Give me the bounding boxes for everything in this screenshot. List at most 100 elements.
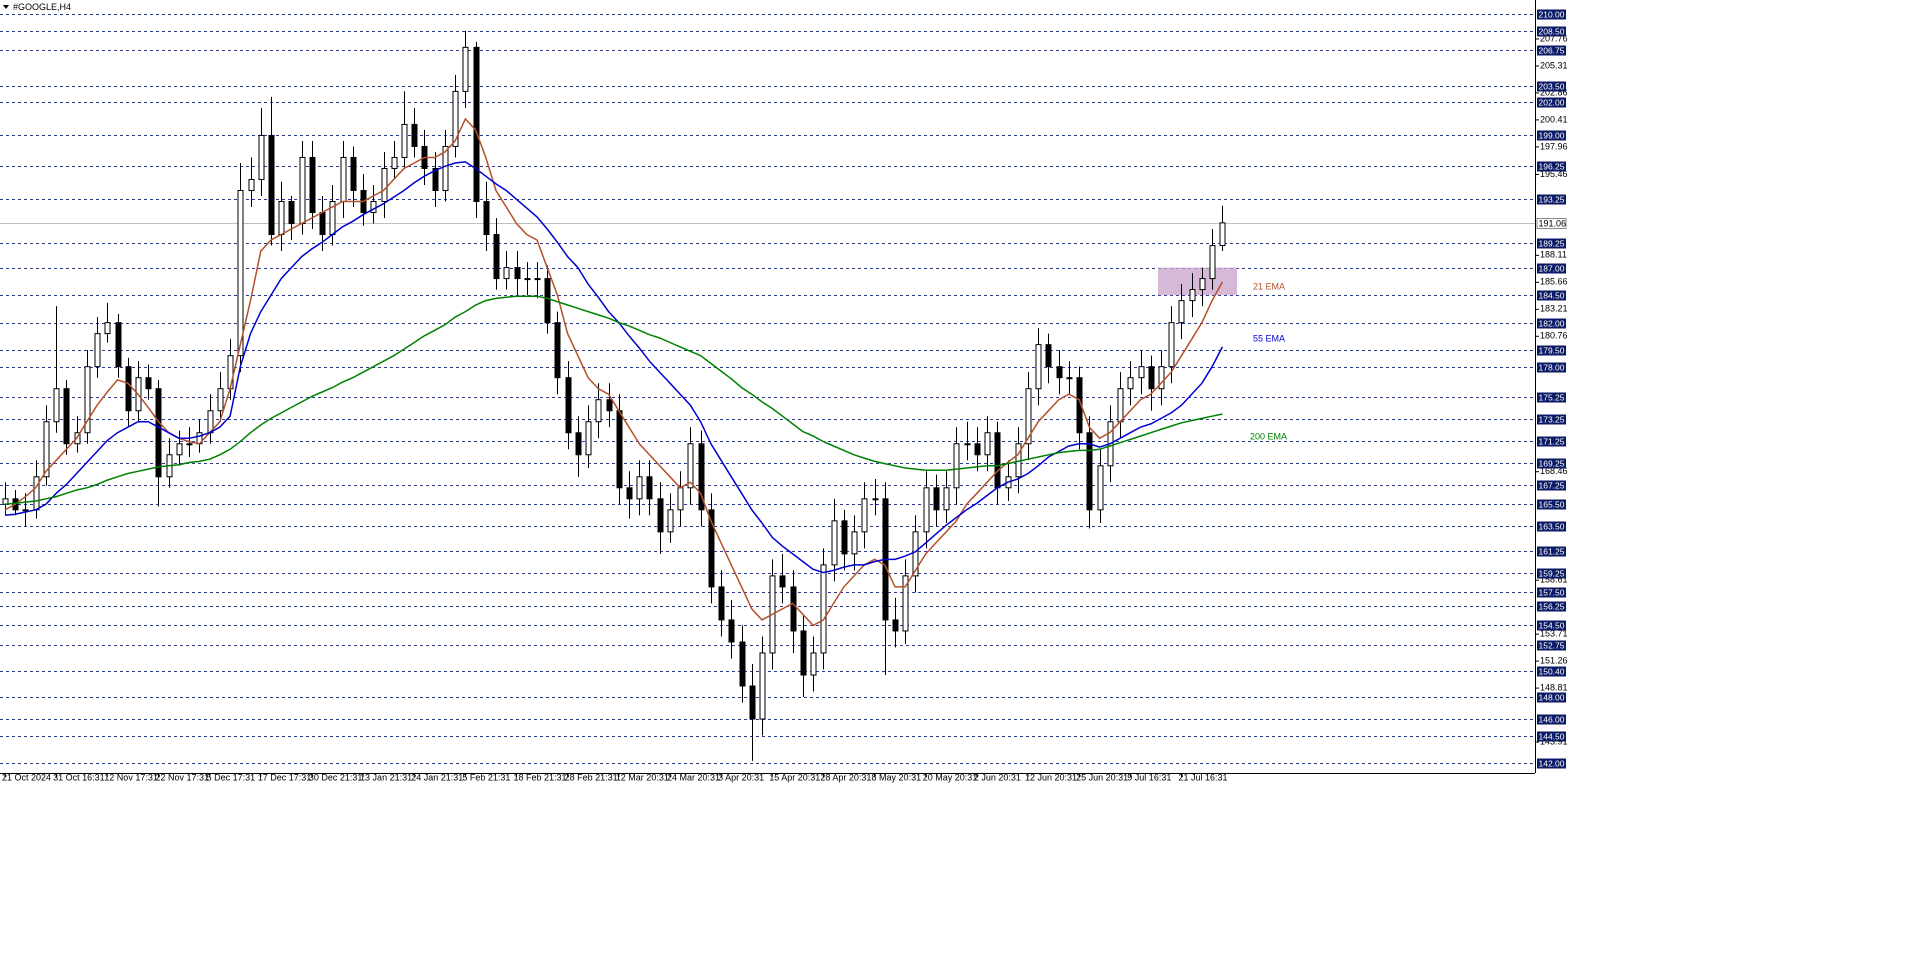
candle-body: [43, 421, 50, 478]
candle-body: [943, 487, 950, 511]
candle-body: [53, 388, 60, 423]
candle-body: [1209, 245, 1216, 280]
level-label-box: [1537, 26, 1566, 37]
candle-body: [319, 212, 326, 236]
level-label: 193.25: [1539, 194, 1565, 204]
level-label: 189.25: [1539, 238, 1565, 248]
candle-body: [84, 366, 91, 434]
candle-body: [698, 443, 705, 511]
candle-body: [953, 443, 960, 489]
level-label-box: [1537, 568, 1566, 579]
candle-body: [759, 652, 766, 720]
x-tick-label: 31 Oct 16:31: [53, 772, 105, 782]
candle-body: [125, 366, 132, 412]
plot-area: [2, 30, 1237, 761]
candle-body: [483, 201, 490, 236]
candle-body: [176, 443, 183, 456]
level-label: 196.25: [1539, 161, 1565, 171]
level-label: 202.00: [1539, 97, 1565, 107]
candle-body: [892, 619, 899, 632]
level-label-box: [1537, 480, 1566, 491]
candle-body: [1035, 344, 1042, 390]
candle-body: [115, 322, 122, 368]
candle-body: [514, 267, 521, 280]
level-label: 210.00: [1539, 9, 1565, 19]
ema-line: [4, 117, 1224, 627]
candle-body: [534, 278, 541, 281]
candle-body: [1127, 377, 1134, 390]
level-label-box: [1537, 714, 1566, 725]
candle-body: [851, 531, 858, 555]
level-label: 175.25: [1539, 392, 1565, 402]
x-tick-label: 12 Jun 20:31: [1025, 772, 1077, 782]
level-label: 187.00: [1539, 263, 1565, 273]
level-label: 199.00: [1539, 130, 1565, 140]
candle-body: [1117, 388, 1124, 423]
level-label-box: [1537, 620, 1566, 631]
chart-title: #GOOGLE,H4: [13, 2, 71, 12]
level-label: 154.50: [1539, 620, 1565, 630]
candle-body: [800, 630, 807, 676]
candle-body: [442, 145, 449, 191]
candle-body: [432, 167, 439, 191]
level-label: 178.00: [1539, 362, 1565, 372]
ema-label: 55 EMA: [1253, 333, 1285, 343]
candle-body: [964, 443, 971, 446]
candle-body: [872, 498, 879, 501]
x-tick-label: 20 May 20:31: [923, 772, 978, 782]
candle-body: [94, 333, 101, 368]
candle-body: [933, 487, 940, 511]
x-tick-label: 8 May 20:31: [872, 772, 922, 782]
level-label-box: [1537, 521, 1566, 532]
level-label: 167.25: [1539, 480, 1565, 490]
ema-line: [4, 295, 1223, 506]
level-label: 157.50: [1539, 587, 1565, 597]
level-label: 152.75: [1539, 640, 1565, 650]
candle-body: [288, 201, 295, 225]
level-label-box: [1537, 362, 1566, 373]
current-price-box: [1536, 218, 1567, 229]
candle-body: [1086, 432, 1093, 511]
candle-body: [452, 90, 459, 147]
candle-body: [473, 46, 480, 203]
candle-body: [923, 487, 930, 533]
level-label-box: [1537, 392, 1566, 403]
candle-body: [544, 278, 551, 324]
x-tick-label: 25 Jun 20:31: [1076, 772, 1128, 782]
candle-body: [340, 156, 347, 203]
x-tick-label: 28 Apr 20:31: [820, 772, 871, 782]
x-tick-label: 24 Jan 21:31: [411, 772, 463, 782]
candle-body: [790, 586, 797, 632]
x-tick-label: 5 Feb 21:31: [462, 772, 510, 782]
candle-body: [350, 156, 357, 191]
menu-icon[interactable]: [3, 5, 9, 9]
level-label: 144.50: [1539, 731, 1565, 741]
level-label-box: [1537, 290, 1566, 301]
y-tick-label: 197.96: [1540, 141, 1568, 151]
candle-body: [1025, 388, 1032, 445]
candle-body: [258, 134, 265, 180]
y-tick-label: 185.66: [1540, 277, 1568, 287]
candle-body: [1199, 278, 1206, 291]
level-label: 163.50: [1539, 521, 1565, 531]
y-tick-label: 205.31: [1540, 60, 1568, 70]
candle-body: [718, 586, 725, 621]
candle-body: [861, 498, 868, 533]
candle-body: [1168, 322, 1175, 368]
y-tick-label: 200.41: [1540, 114, 1568, 124]
level-label-box: [1537, 194, 1566, 205]
candle-body: [626, 487, 633, 500]
level-label: 148.00: [1539, 692, 1565, 702]
candle-body: [820, 564, 827, 654]
candle-body: [831, 520, 838, 566]
y-tick-label: 180.76: [1540, 331, 1568, 341]
candle-body: [575, 432, 582, 456]
candle-body: [33, 476, 40, 511]
candle-body: [278, 201, 285, 236]
candle-body: [1097, 465, 1104, 511]
candle-body: [616, 410, 623, 489]
y-tick-label: 183.21: [1540, 304, 1568, 314]
level-label: 142.00: [1539, 758, 1565, 768]
y-tick-label: 207.76: [1540, 33, 1568, 43]
candle-body: [779, 575, 786, 588]
